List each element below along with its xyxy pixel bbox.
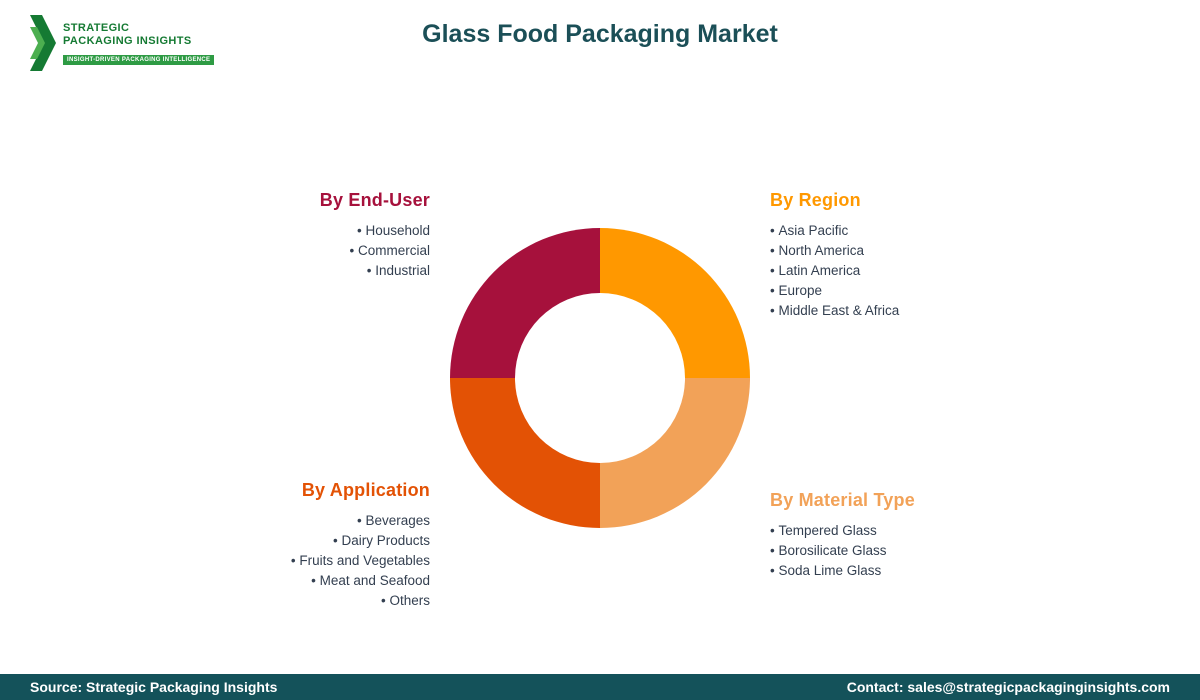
donut-hole [515,293,685,463]
footer-source: Source: Strategic Packaging Insights [30,679,278,695]
segment-item: Household [110,221,430,241]
segment-item: Commercial [110,241,430,261]
segment-item: Fruits and Vegetables [110,551,430,571]
segment-item: Dairy Products [110,531,430,551]
section-heading-application: By Application [301,480,430,500]
segment-list-region: Asia PacificNorth AmericaLatin AmericaEu… [770,221,1090,321]
segment-item: Tempered Glass [770,521,1090,541]
segment-item: North America [770,241,1090,261]
section-region: By Region Asia PacificNorth AmericaLatin… [770,190,1090,321]
section-heading-region: By Region [770,190,861,210]
section-heading-material: By Material Type [770,490,915,510]
segment-list-application: BeveragesDairy ProductsFruits and Vegeta… [110,511,430,611]
segment-item: Beverages [110,511,430,531]
logo-text: STRATEGIC PACKAGING INSIGHTS INSIGHT-DRI… [63,14,215,66]
segment-item: Asia Pacific [770,221,1090,241]
page-title: Glass Food Packaging Market [422,20,778,48]
segment-item: Borosilicate Glass [770,541,1090,561]
section-end-user: By End-User HouseholdCommercialIndustria… [110,190,430,281]
donut-chart [450,228,750,528]
segment-item: Industrial [110,261,430,281]
segment-item: Europe [770,281,1090,301]
logo: STRATEGIC PACKAGING INSIGHTS INSIGHT-DRI… [30,14,215,72]
segment-list-material: Tempered GlassBorosilicate GlassSoda Lim… [770,521,1090,581]
segment-item: Meat and Seafood [110,571,430,591]
segment-item: Latin America [770,261,1090,281]
logo-tagline: INSIGHT-DRIVEN PACKAGING INTELLIGENCE [63,55,215,65]
footer-contact: Contact: sales@strategicpackaginginsight… [846,679,1170,695]
logo-line-1: STRATEGIC [63,22,130,34]
footer-bar: Source: Strategic Packaging Insights Con… [0,674,1200,700]
segment-item: Middle East & Africa [770,301,1090,321]
segment-list-end-user: HouseholdCommercialIndustrial [110,221,430,281]
logo-arrow-icon [30,15,56,71]
section-application: By Application BeveragesDairy ProductsFr… [110,480,430,611]
section-heading-end-user: By End-User [319,190,430,210]
segment-item: Soda Lime Glass [770,561,1090,581]
segment-item: Others [110,591,430,611]
section-material: By Material Type Tempered GlassBorosilic… [770,490,1090,581]
logo-line-2: PACKAGING INSIGHTS [63,35,192,47]
